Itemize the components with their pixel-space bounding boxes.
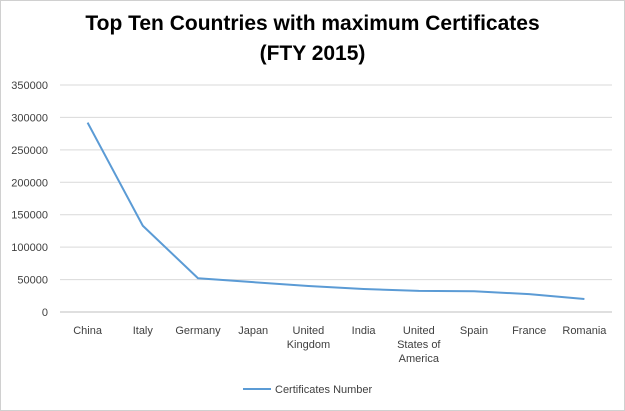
x-tick-label: Romania: [562, 325, 607, 337]
chart-title: Top Ten Countries with maximum Certifica…: [85, 12, 540, 35]
series-layer: [86, 122, 585, 301]
x-tick-label: Kingdom: [287, 339, 330, 351]
chart-subtitle: (FTY 2015): [259, 42, 366, 65]
y-tick-label: 200000: [11, 177, 48, 189]
gridlines: [60, 84, 612, 313]
x-tick-label: America: [399, 353, 440, 365]
x-tick-label: Italy: [133, 325, 154, 337]
legend-label: Certificates Number: [275, 384, 373, 396]
x-tick-label: United: [403, 325, 435, 337]
x-tick-label: Germany: [175, 325, 221, 337]
y-tick-label: 150000: [11, 210, 48, 222]
legend: Certificates Number: [243, 384, 373, 396]
x-tick-label: France: [512, 325, 546, 337]
x-axis-ticks: China Italy Germany Japan United Kingdom India…: [73, 325, 607, 365]
y-axis-ticks: 0 50000 100000 150000 200000 250000 300000 3500…: [11, 80, 48, 319]
x-tick-label: United: [293, 325, 325, 337]
y-tick-label: 300000: [11, 112, 48, 124]
x-tick-label: States of: [397, 339, 441, 351]
x-tick-label: Japan: [238, 325, 268, 337]
series-line: [86, 122, 585, 301]
x-tick-label: India: [352, 325, 377, 337]
x-tick-label: China: [73, 325, 103, 337]
y-tick-label: 0: [42, 307, 48, 319]
y-tick-label: 50000: [17, 275, 48, 287]
y-tick-label: 250000: [11, 145, 48, 157]
x-tick-label: Spain: [460, 325, 488, 337]
y-tick-label: 100000: [11, 242, 48, 254]
y-tick-label: 350000: [11, 80, 48, 92]
